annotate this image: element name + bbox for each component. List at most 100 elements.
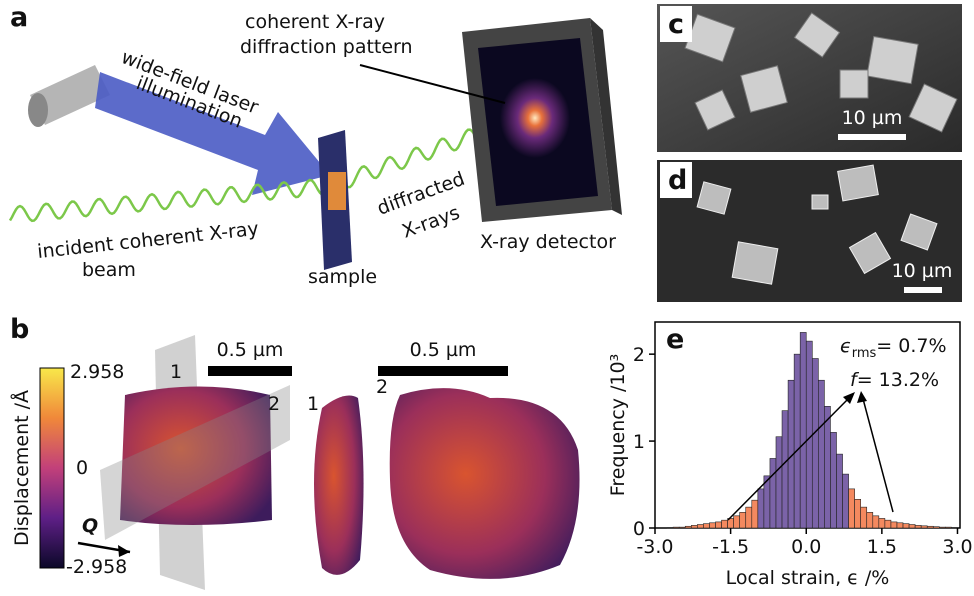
sample-crystal	[328, 172, 346, 210]
annotation: incident coherent X-ray	[36, 218, 259, 263]
bar	[673, 527, 679, 528]
y-tick-label: 1	[633, 431, 645, 453]
bar	[746, 507, 752, 528]
panel-label: c	[668, 9, 684, 40]
bar	[830, 432, 836, 528]
x-tick-label: 3.0	[942, 536, 972, 558]
panel-c: c 10 µm	[657, 4, 962, 152]
annotation: coherent X-ray	[245, 11, 385, 33]
slice-label: 1	[307, 393, 319, 415]
bar	[915, 525, 921, 528]
vector-label: Q	[82, 515, 98, 537]
bar	[824, 406, 830, 528]
figure: a coherent X-ray diffraction pattern wid…	[0, 0, 974, 596]
bar	[794, 354, 800, 528]
bar	[927, 526, 933, 528]
colorbar-label: Displacement /Å	[10, 390, 33, 546]
colorbar-tick: -2.958	[66, 556, 127, 578]
annotation: ϵrms= 0.7%	[840, 335, 947, 361]
bar	[776, 437, 782, 528]
x-tick-label: 0.0	[791, 536, 821, 558]
bar	[891, 522, 897, 528]
bar	[933, 527, 939, 528]
bar	[903, 524, 909, 528]
scale-bar	[838, 134, 906, 140]
y-axis-label: Frequency /10³	[607, 354, 629, 496]
annotation: diffraction pattern	[240, 36, 413, 58]
scale-bar-label: 10 µm	[842, 107, 903, 129]
bar	[679, 527, 685, 528]
bar	[849, 489, 855, 528]
x-tick-label: -1.5	[712, 536, 749, 558]
bar	[867, 512, 873, 528]
bar	[909, 525, 915, 528]
colorbar-tick: 0	[76, 457, 88, 479]
laser-end	[28, 93, 48, 127]
arrowhead	[857, 391, 867, 403]
x-axis-label: Local strain, ϵ /%	[726, 567, 890, 589]
bar	[812, 359, 818, 528]
bar	[709, 523, 715, 528]
bar	[855, 499, 861, 528]
y-tick-label: 0	[633, 518, 645, 540]
annotation-part: = 0.7%	[876, 335, 946, 357]
annotation-part: rms	[852, 346, 877, 361]
diffraction-pattern	[500, 78, 570, 158]
bar	[722, 520, 728, 528]
bar	[873, 516, 879, 528]
bar	[691, 525, 697, 528]
bar	[818, 380, 824, 528]
bar	[758, 489, 764, 528]
panel-label: d	[668, 165, 687, 196]
y-tick-label: 2	[633, 344, 645, 366]
slice-label: 2	[376, 376, 388, 398]
bar	[879, 518, 885, 528]
panel-b: b Displacement /Å 2.958 0 -2.958 Q 1 2 0…	[10, 314, 580, 590]
bar	[945, 527, 951, 528]
scale-bar-label: 10 µm	[892, 260, 953, 282]
annotation: sample	[308, 266, 377, 288]
bar	[836, 454, 842, 528]
plane-label: 2	[268, 393, 280, 415]
annotation: f= 13.2%	[850, 369, 939, 391]
bar	[782, 411, 788, 528]
pointer	[862, 395, 893, 512]
colorbar	[40, 368, 64, 568]
bar	[734, 516, 740, 528]
bar	[685, 526, 691, 528]
annotation-part: = 13.2%	[857, 369, 939, 391]
bar	[740, 512, 746, 528]
panel-d: d 10 µm	[657, 160, 962, 302]
annotation-part: ϵ	[840, 335, 852, 357]
bar	[703, 524, 709, 528]
plane-label: 1	[170, 361, 182, 383]
slice-2	[390, 388, 580, 579]
panel-label: e	[666, 324, 684, 355]
bar	[752, 500, 758, 528]
scale-bar	[208, 366, 292, 376]
slice-1	[314, 396, 364, 575]
panel-label: b	[10, 314, 29, 345]
annotation: beam	[82, 259, 136, 281]
bar	[800, 332, 806, 528]
panel-label: a	[10, 2, 28, 33]
scale-bar-label: 0.5 µm	[217, 339, 284, 361]
bar	[939, 527, 945, 528]
x-tick-label: 1.5	[867, 536, 897, 558]
bar	[921, 526, 927, 528]
scale-bar	[904, 287, 942, 293]
panel-a: a coherent X-ray diffraction pattern wid…	[10, 2, 622, 288]
annotation: X-ray detector	[480, 231, 616, 253]
bar	[885, 520, 891, 528]
bar	[897, 523, 903, 528]
bar	[697, 525, 703, 528]
bar	[770, 458, 776, 528]
scale-bar-label: 0.5 µm	[410, 339, 477, 361]
bar	[861, 507, 867, 528]
colorbar-tick: 2.958	[70, 361, 124, 383]
bar	[806, 341, 812, 528]
bar	[843, 474, 849, 528]
bar	[715, 522, 721, 528]
scale-bar	[378, 366, 508, 376]
